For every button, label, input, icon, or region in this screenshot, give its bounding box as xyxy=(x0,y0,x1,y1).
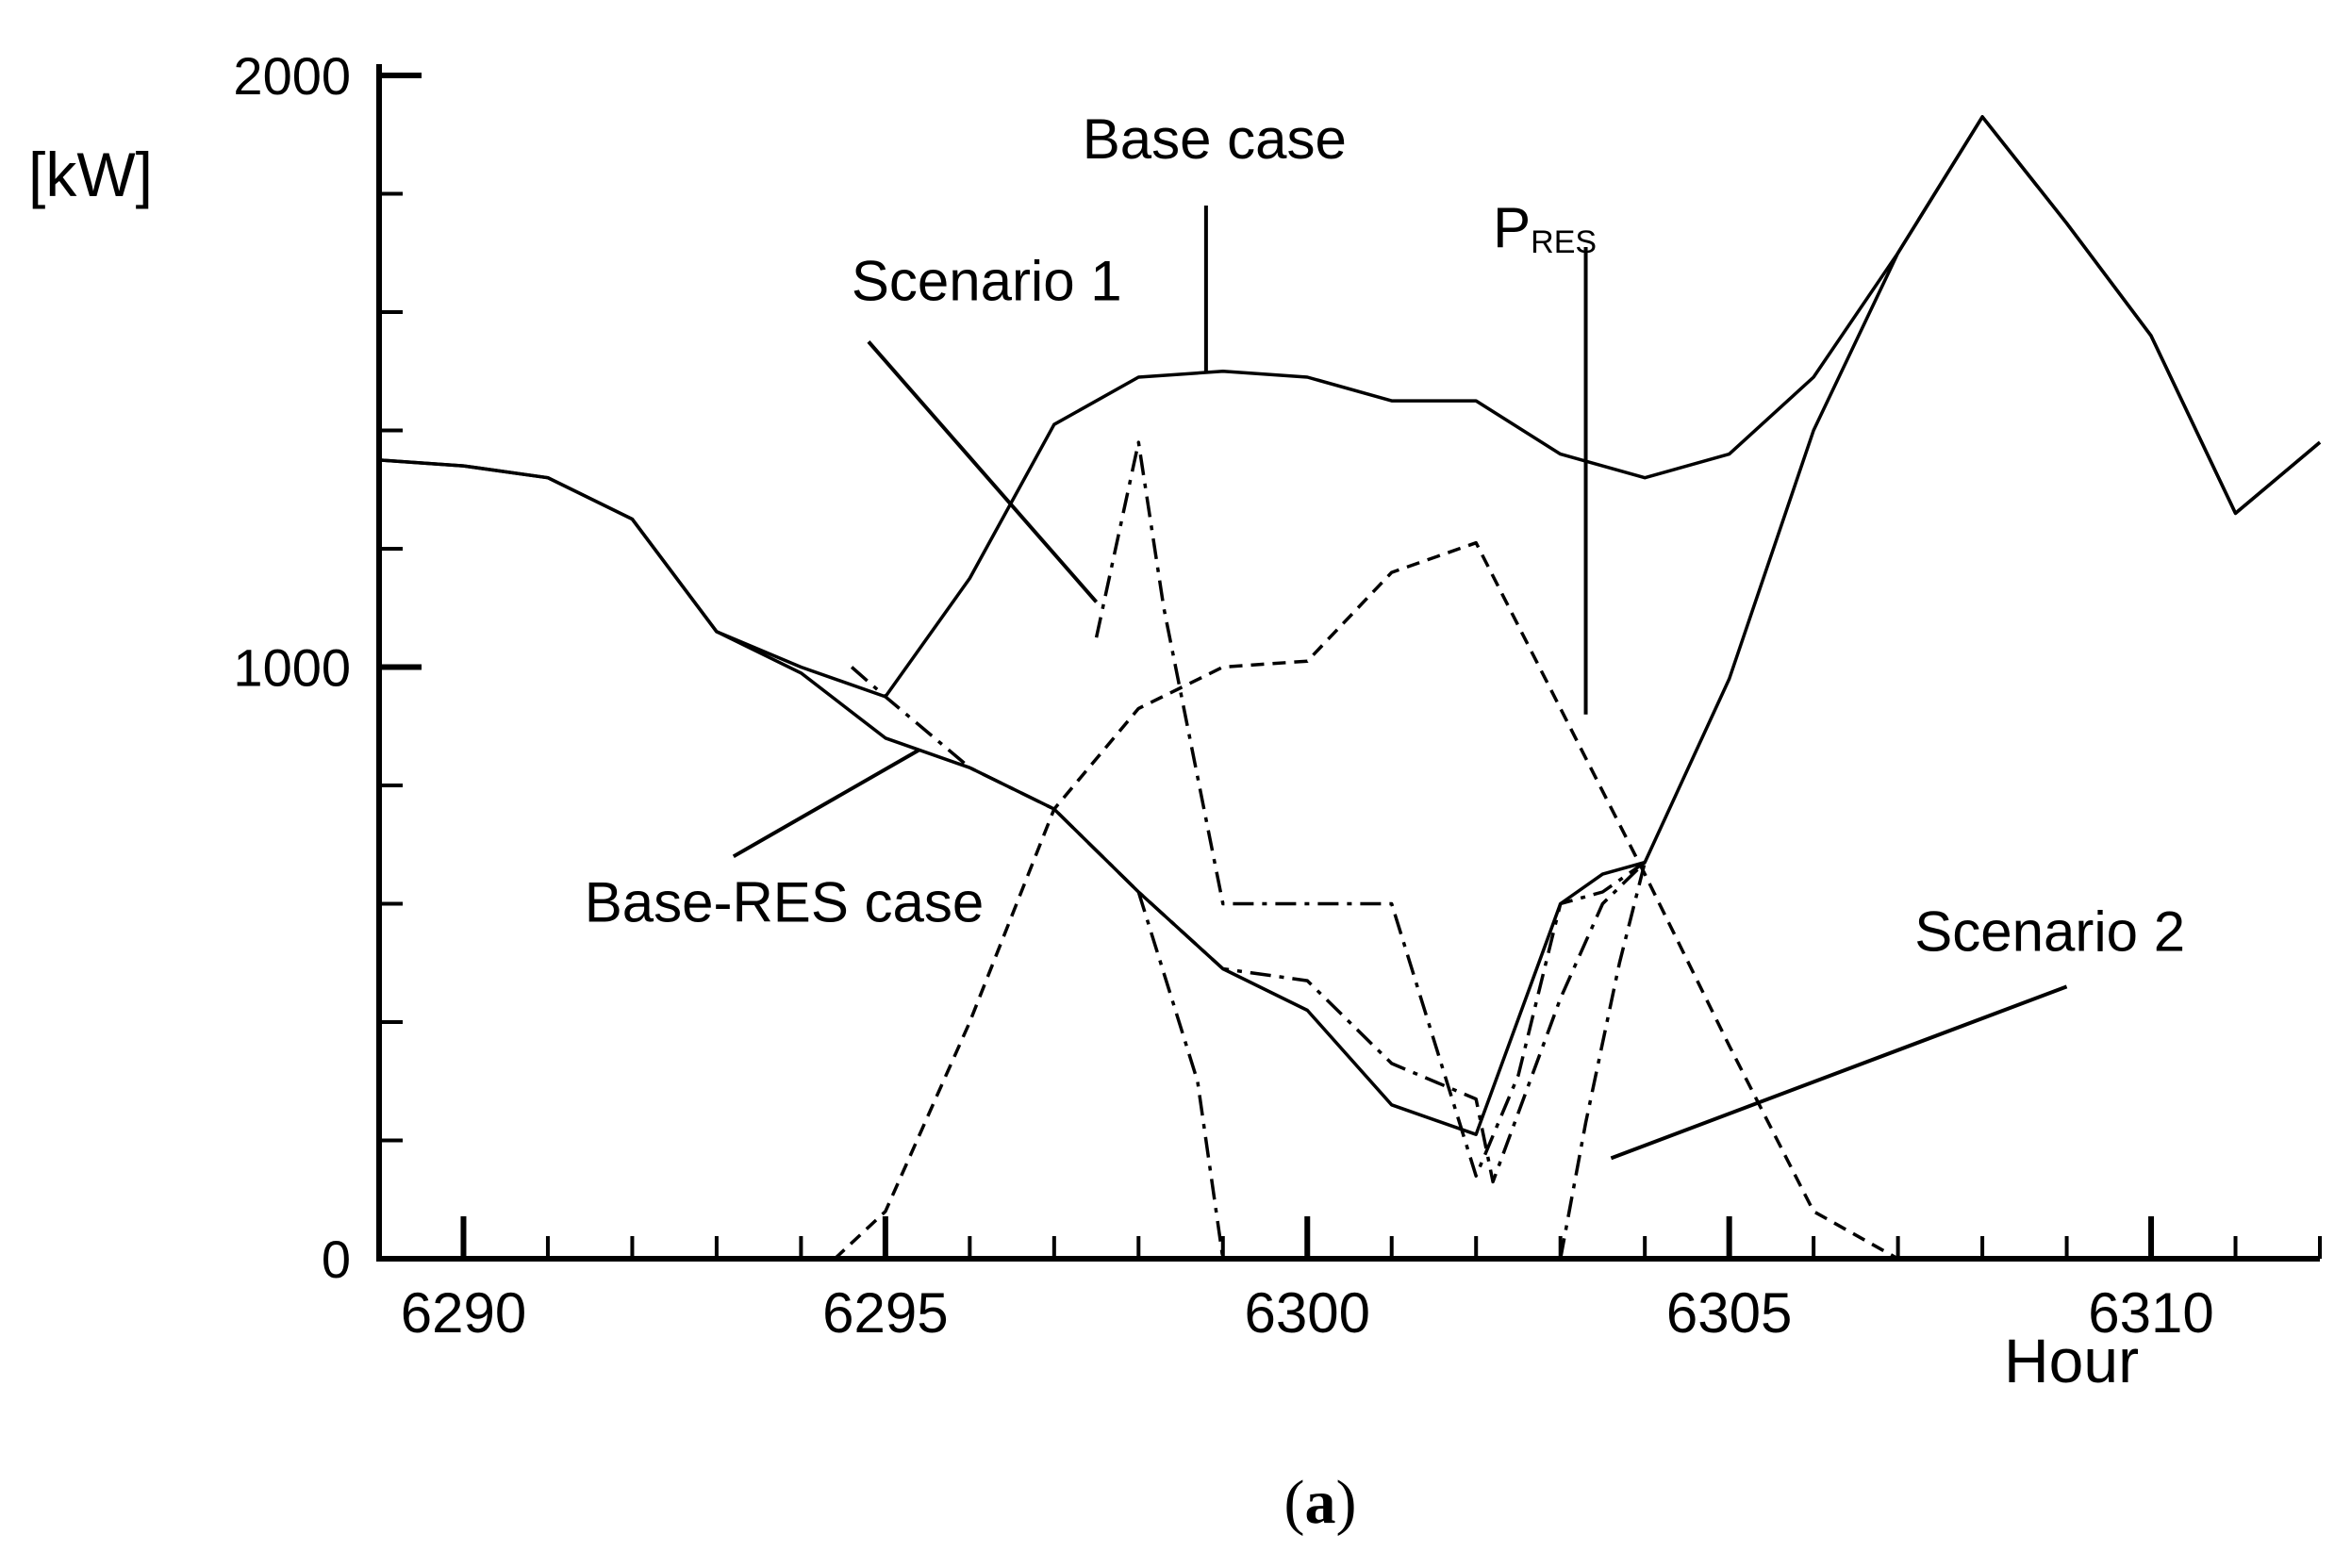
series-line-3 xyxy=(834,540,1899,1261)
caption-paren-close: ) xyxy=(1336,1468,1357,1537)
series-line-7 xyxy=(1558,862,1647,1260)
caption-letter: a xyxy=(1305,1468,1336,1537)
annotation-label: Base-RES case xyxy=(585,870,985,933)
series-line-4 xyxy=(850,666,1647,1184)
y-tick-label: 2000 xyxy=(233,46,351,106)
y-axis-label: [kW] xyxy=(28,140,153,209)
x-tick-label: 6305 xyxy=(1666,1281,1792,1345)
x-tick-label: 6295 xyxy=(822,1281,948,1345)
x-axis-label: Hour xyxy=(2004,1326,2139,1395)
series-line-6 xyxy=(1136,891,1225,1260)
series-group xyxy=(378,115,2322,1261)
annotation-label: Scenario 2 xyxy=(1914,900,2185,964)
figure-caption: (a) xyxy=(1284,1468,1357,1537)
annotations-group: Base case PRES Scenario 1 Base-RES case Scen… xyxy=(585,107,2185,1161)
annotation-label: Scenario 1 xyxy=(852,249,1122,312)
annotation-leader-line xyxy=(867,340,1099,603)
y-tick-label: 1000 xyxy=(233,638,351,698)
annotation-label: Base case xyxy=(1083,107,1347,171)
annotation-label: PRES xyxy=(1493,196,1597,260)
annotation-leader-line xyxy=(1610,984,2068,1161)
series-line-2 xyxy=(378,115,2322,1136)
x-tick-label: 6290 xyxy=(401,1281,526,1345)
x-tick-label: 6300 xyxy=(1245,1281,1370,1345)
annotation-leader-line xyxy=(732,748,920,859)
axes: 6290 6295 6300 6305 6310 0 1000 2000 xyxy=(233,46,2322,1345)
x-tick-label: 6310 xyxy=(2088,1281,2213,1345)
series-line-5 xyxy=(1094,440,1647,1178)
y-tick-label: 0 xyxy=(322,1230,351,1289)
caption-paren-open: ( xyxy=(1284,1468,1305,1537)
series-line-1 xyxy=(378,115,2322,699)
